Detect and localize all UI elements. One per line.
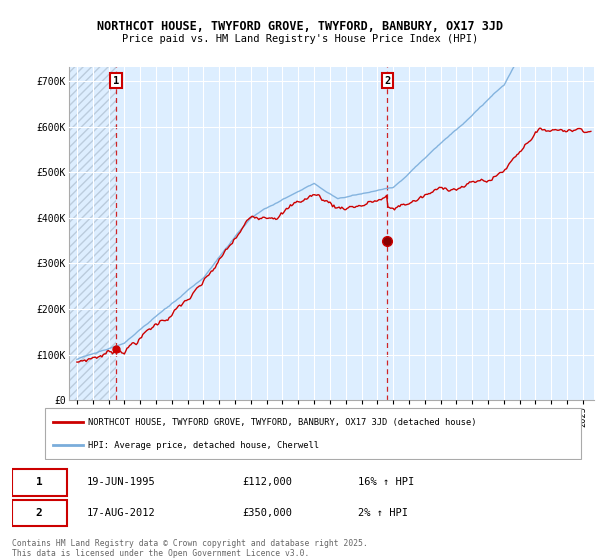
Text: 2: 2 <box>384 76 391 86</box>
Text: 17-AUG-2012: 17-AUG-2012 <box>87 508 155 518</box>
Text: £350,000: £350,000 <box>242 508 292 518</box>
FancyBboxPatch shape <box>12 500 67 526</box>
Bar <box>69 67 116 400</box>
Text: HPI: Average price, detached house, Cherwell: HPI: Average price, detached house, Cher… <box>88 441 319 450</box>
Text: 1: 1 <box>113 76 119 86</box>
Text: 19-JUN-1995: 19-JUN-1995 <box>87 477 155 487</box>
Text: NORTHCOT HOUSE, TWYFORD GROVE, TWYFORD, BANBURY, OX17 3JD (detached house): NORTHCOT HOUSE, TWYFORD GROVE, TWYFORD, … <box>88 418 476 427</box>
Text: Price paid vs. HM Land Registry's House Price Index (HPI): Price paid vs. HM Land Registry's House … <box>122 34 478 44</box>
FancyBboxPatch shape <box>45 408 581 459</box>
Text: 16% ↑ HPI: 16% ↑ HPI <box>358 477 414 487</box>
Text: 2: 2 <box>35 508 43 518</box>
FancyBboxPatch shape <box>12 469 67 496</box>
Text: 2% ↑ HPI: 2% ↑ HPI <box>358 508 407 518</box>
Text: 1: 1 <box>35 477 43 487</box>
Text: £112,000: £112,000 <box>242 477 292 487</box>
Text: NORTHCOT HOUSE, TWYFORD GROVE, TWYFORD, BANBURY, OX17 3JD: NORTHCOT HOUSE, TWYFORD GROVE, TWYFORD, … <box>97 20 503 32</box>
Text: Contains HM Land Registry data © Crown copyright and database right 2025.
This d: Contains HM Land Registry data © Crown c… <box>12 539 368 558</box>
